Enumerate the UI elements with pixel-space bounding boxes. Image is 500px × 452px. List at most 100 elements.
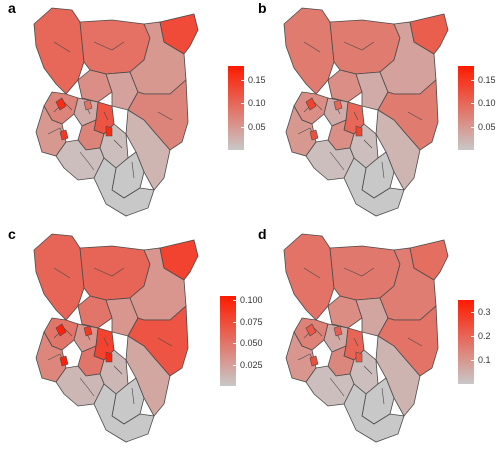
legend-tick-mark [241,80,244,81]
legend-tick-mark [471,312,474,313]
county-region-lamu-tana [375,109,421,191]
kenya-choropleth-map [33,7,199,217]
legend-tick-label: 0.2 [478,331,491,341]
small-county-region [83,99,93,111]
legend-tick-label: 0.10 [478,98,496,109]
small-county-region [305,97,317,111]
legend-tick-mark [471,103,474,105]
county-border [53,41,71,53]
kenya-choropleth-map [283,7,449,217]
legend-tick-mark [233,300,236,302]
legend-color-bar [228,66,244,150]
legend-tick-label: 0.025 [240,359,263,370]
small-county-region [309,129,319,141]
small-county-region [309,355,319,367]
small-county-region [59,355,69,367]
county-region-lamu-tana [125,335,171,417]
map-panel-c: c 0.100 0.075 0.050 0.025 [0,226,263,452]
legend-tick-mark [471,126,474,128]
county-region-coast-south [93,157,155,217]
county-region-mandera [409,13,449,55]
county-region-turkana-north [33,7,85,95]
county-border [407,337,423,347]
county-region-coast-south [343,157,405,217]
small-county-region [59,129,69,141]
county-region-turkana-north [283,233,335,321]
county-region-mandera [409,239,449,281]
county-region-coast-south [343,383,405,443]
legend-tick-label: 0.1 [478,355,491,365]
county-region-mandera [159,239,199,281]
county-border [79,377,95,397]
county-region-coast-south [93,383,155,443]
county-border [303,41,321,53]
county-border [353,337,359,347]
legend-tick-label: 0.3 [478,307,491,317]
county-border [363,139,373,149]
small-county-region [83,325,93,337]
county-border [157,111,173,121]
kenya-choropleth-map [33,233,199,443]
county-region-mandera [159,13,199,55]
county-border [353,111,359,121]
county-border [93,267,125,277]
legend-tick-mark [241,103,244,105]
county-border [103,337,109,347]
county-border [79,151,95,171]
legend-tick-label: 0.15 [248,75,266,85]
legend-color-bar [220,296,236,386]
county-region-lamu-tana [375,335,421,417]
county-region-lamu-tana [125,109,171,191]
legend-tick-label: 0.05 [478,121,496,132]
legend-tick-mark [233,364,236,366]
panel-label: a [8,0,16,16]
county-border [381,387,385,405]
legend-tick-label: 0.05 [248,121,266,132]
small-county-region [55,97,67,111]
county-border [329,377,345,397]
county-border [131,161,135,179]
small-county-region [333,325,343,337]
county-border [343,267,375,277]
small-county-region [333,99,343,111]
panel-label: b [258,0,267,16]
county-border [303,267,321,279]
county-border [329,151,345,171]
small-county-region [305,323,317,337]
county-region-turkana-north [283,7,335,95]
county-border [113,139,123,149]
legend-tick-mark [241,126,244,128]
county-border [407,111,423,121]
legend-tick-mark [471,80,474,81]
legend-color-bar [458,66,474,150]
small-county-region [355,125,363,137]
map-panel-a: a 0.15 0.10 0.05 [0,0,266,226]
legend-tick-mark [471,360,474,361]
legend-tick-label: 0.100 [240,295,263,306]
map-panel-b: b 0.15 0.10 0.05 [250,0,500,226]
county-border [131,387,135,405]
legend-tick-mark [233,321,236,323]
county-border [363,365,373,375]
panel-label: c [8,226,16,242]
small-county-region [355,351,363,363]
legend-tick-label: 0.15 [478,75,496,85]
county-region-turkana-north [33,233,85,321]
legend-tick-label: 0.10 [248,98,266,109]
panel-label: d [258,226,267,242]
small-county-region [105,125,113,137]
county-border [381,161,385,179]
map-panel-d: d 0.3 0.2 0.1 [250,226,500,452]
legend-tick-label: 0.050 [240,338,263,349]
county-border [93,41,125,51]
legend-tick-label: 0.075 [240,316,263,327]
legend-tick-mark [233,343,236,345]
county-border [343,41,375,51]
small-county-region [105,351,113,363]
legend-color-bar [458,300,474,384]
county-border [157,337,173,347]
small-county-region [55,323,67,337]
county-border [113,365,123,375]
county-border [53,267,71,279]
kenya-choropleth-map [283,233,449,443]
